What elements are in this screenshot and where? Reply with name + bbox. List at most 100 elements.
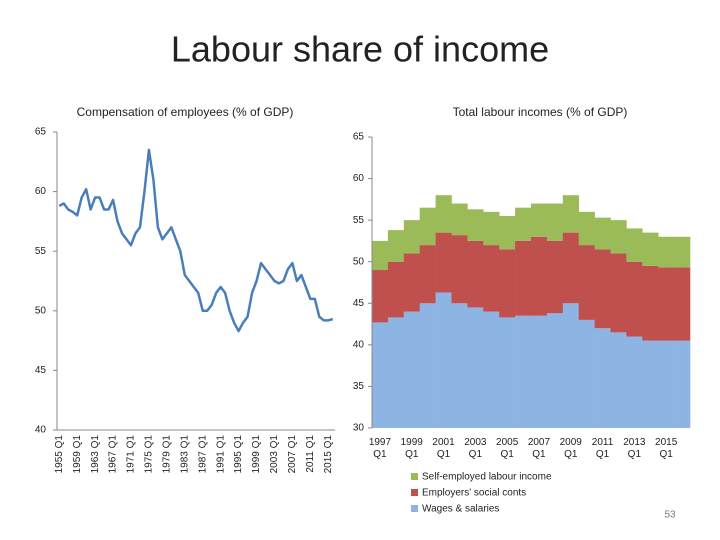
legend-label: Wages & salaries	[422, 504, 499, 515]
bar-segment	[610, 332, 627, 428]
x-tick-label: 1987 Q1	[197, 435, 208, 474]
y-tick-label: 60	[353, 173, 365, 184]
chart-title: Compensation of employees (% of GDP)	[77, 105, 294, 119]
bar-segment	[467, 209, 484, 241]
bar-segment	[626, 228, 643, 262]
page-number: 53	[664, 510, 676, 521]
bar-segment	[435, 292, 452, 428]
y-tick-label: 45	[35, 365, 47, 376]
x-tick-label: 2003 Q1	[464, 437, 487, 460]
bar-segment	[515, 240, 532, 316]
bar-segment	[626, 336, 643, 428]
bar-segment	[499, 249, 516, 318]
legend-swatch	[411, 489, 418, 496]
bar-segment	[578, 245, 595, 320]
x-tick-label: 1999 Q1	[400, 437, 423, 460]
bar-segment	[403, 311, 420, 428]
legend-label: Self-employed labour income	[422, 472, 552, 483]
bar-segment	[594, 249, 611, 329]
bar-segment	[419, 303, 436, 428]
x-tick-label: 2015 Q1	[323, 435, 334, 474]
bar-segment	[419, 207, 436, 246]
bar-segment	[483, 311, 500, 428]
x-tick-label: 1979 Q1	[161, 435, 172, 474]
y-tick-label: 65	[353, 132, 365, 143]
x-tick-label: 1997 Q1	[368, 437, 392, 460]
x-tick-label: 2007 Q1	[287, 435, 298, 474]
bar-segment	[499, 317, 516, 428]
bar-segment	[419, 245, 436, 304]
bar-segment	[451, 235, 468, 304]
bar-segment	[531, 315, 548, 428]
y-tick-label: 65	[35, 127, 47, 138]
bar-segment	[387, 317, 405, 428]
x-tick-label: 2005 Q1	[496, 437, 519, 460]
x-tick-label: 1983 Q1	[179, 435, 190, 474]
bar-segment	[642, 265, 659, 341]
x-tick-label: 2007 Q1	[527, 437, 551, 460]
x-tick-label: 1955 Q1	[54, 435, 65, 474]
bar-segment	[562, 303, 579, 428]
bar-segment	[483, 211, 500, 246]
bar-segment	[610, 220, 627, 254]
y-tick-label: 35	[353, 381, 365, 392]
bar-segment	[435, 232, 452, 293]
y-tick-label: 50	[35, 305, 47, 316]
x-tick-label: 2013 Q1	[623, 437, 646, 460]
bar-segment	[658, 267, 675, 341]
bar-segment	[642, 340, 659, 428]
bar-segment	[372, 270, 389, 323]
data-line	[58, 148, 334, 333]
bar-segment	[467, 240, 484, 308]
bar-segment	[610, 253, 627, 333]
bar-segment	[578, 211, 595, 246]
x-tick-label: 2015 Q1	[655, 437, 678, 460]
x-tick-label: 1991 Q1	[215, 435, 226, 474]
y-tick-label: 30	[353, 423, 365, 434]
x-tick-label: 2011 Q1	[305, 435, 316, 473]
x-tick-label: 1971 Q1	[126, 435, 137, 474]
bar-segment	[546, 240, 564, 314]
x-tick-label: 1995 Q1	[233, 435, 244, 474]
bar-segment	[642, 232, 659, 266]
chart-title: Total labour incomes (% of GDP)	[453, 105, 628, 119]
x-tick-label: 1999 Q1	[251, 435, 262, 474]
x-tick-label: 1967 Q1	[108, 435, 119, 474]
y-tick-label: 40	[35, 425, 47, 436]
x-tick-label: 1975 Q1	[144, 435, 155, 474]
bar-segment	[531, 203, 548, 237]
legend-swatch	[411, 505, 418, 512]
x-tick-label: 1963 Q1	[90, 435, 101, 474]
bar-segment	[499, 215, 516, 250]
bar-segment	[387, 230, 405, 262]
y-tick-label: 55	[353, 215, 365, 226]
bar-segment	[578, 319, 595, 428]
bar-segment	[372, 240, 389, 271]
y-tick-label: 45	[353, 298, 365, 309]
x-tick-label: 2003 Q1	[269, 435, 280, 474]
bar-segment	[658, 236, 675, 268]
bar-segment	[562, 195, 579, 233]
x-tick-label: 2001 Q1	[432, 437, 455, 460]
bar-segment	[594, 328, 611, 428]
bar-segment	[372, 322, 389, 428]
x-tick-label: 2011 Q1	[591, 437, 614, 460]
y-tick-label: 40	[353, 339, 365, 350]
bar-segment	[515, 207, 532, 241]
bar-segment	[674, 267, 691, 341]
bar-segment	[674, 340, 691, 428]
y-tick-label: 55	[35, 246, 47, 257]
x-tick-label: 1959 Q1	[72, 435, 83, 474]
bar-segment	[674, 236, 691, 268]
bar-segment	[562, 232, 579, 304]
slide-title: Labour share of income	[171, 29, 549, 70]
bar-segment	[594, 217, 611, 250]
bar-segment	[467, 307, 484, 428]
legend-label: Employers' social conts	[422, 488, 526, 499]
bar-segment	[451, 203, 468, 236]
bar-segment	[483, 245, 500, 312]
legend-swatch	[411, 473, 418, 480]
bar-segment	[546, 203, 564, 241]
